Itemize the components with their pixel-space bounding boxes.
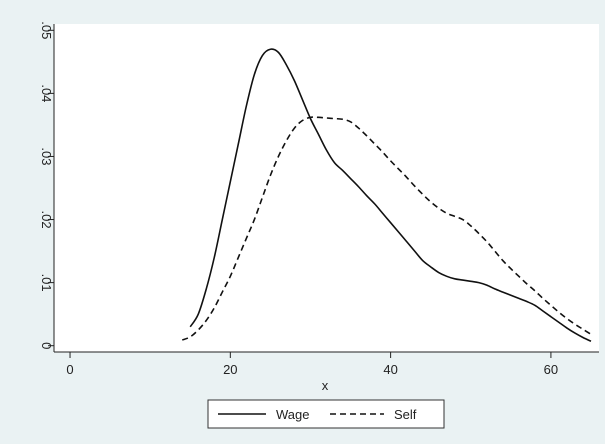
y-tick-label: .01 bbox=[39, 274, 54, 292]
axes: 0 20 40 60 0 .01 .02 .03 .04 .05 bbox=[39, 21, 599, 377]
legend-label-wage: Wage bbox=[276, 407, 309, 422]
series-line-self bbox=[181, 116, 592, 341]
x-tick-label: 60 bbox=[544, 362, 558, 377]
y-tick-label: .02 bbox=[39, 210, 54, 228]
x-tick-label: 0 bbox=[66, 362, 73, 377]
y-tick-label: .04 bbox=[39, 84, 54, 102]
series-layer bbox=[181, 48, 592, 343]
x-tick-label: 40 bbox=[383, 362, 397, 377]
y-tick-label: .03 bbox=[39, 147, 54, 165]
y-tick-label: 0 bbox=[39, 342, 54, 349]
x-axis-title: x bbox=[322, 378, 329, 393]
series-line-wage bbox=[189, 48, 592, 343]
legend-label-self: Self bbox=[394, 407, 417, 422]
y-tick-label: .05 bbox=[39, 21, 54, 39]
plot-area bbox=[54, 24, 599, 352]
legend: Wage Self bbox=[207, 399, 445, 429]
x-tick-label: 20 bbox=[223, 362, 237, 377]
